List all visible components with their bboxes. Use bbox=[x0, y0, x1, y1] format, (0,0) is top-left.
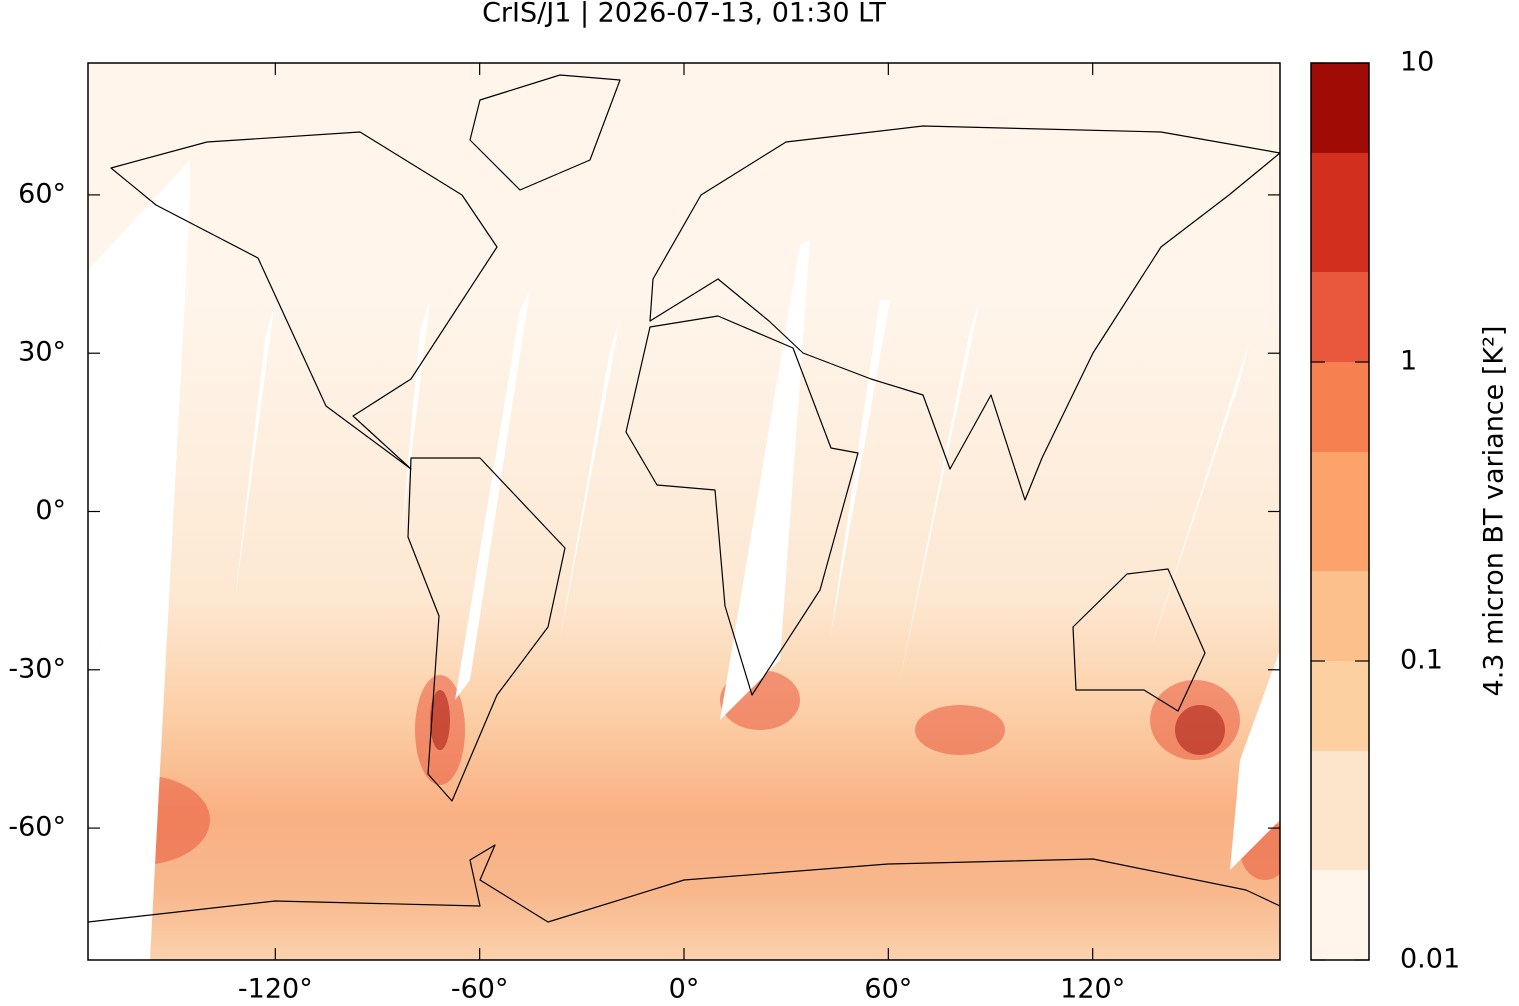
x-tick-label: -60° bbox=[451, 974, 509, 1003]
colorbar-tick-label: 1 bbox=[1400, 346, 1417, 377]
colorbar-tick-label: 0.01 bbox=[1400, 944, 1460, 975]
y-tick-label: -60° bbox=[8, 812, 66, 843]
chart-title: CrIS/J1 | 2026-07-13, 01:30 LT bbox=[482, 0, 886, 29]
colorbar-band bbox=[1311, 452, 1369, 571]
x-tick-label: -120° bbox=[238, 974, 313, 1003]
x-tick-label: 0° bbox=[669, 974, 700, 1003]
x-tick-label: 60° bbox=[864, 974, 912, 1003]
colorbar-band bbox=[1311, 271, 1369, 362]
colorbar-tick-label: 0.1 bbox=[1400, 645, 1443, 676]
colorbar-band bbox=[1311, 63, 1369, 154]
colorbar-band bbox=[1311, 153, 1369, 272]
x-tick-label: 120° bbox=[1060, 974, 1125, 1003]
coastlines bbox=[88, 74, 1280, 923]
y-tick-label: 30° bbox=[18, 337, 66, 368]
y-tick-label: 0° bbox=[35, 495, 66, 526]
y-tick-label: -30° bbox=[8, 653, 66, 684]
variance-peaks bbox=[430, 690, 1225, 755]
colorbar-band bbox=[1311, 570, 1369, 661]
colorbar-band bbox=[1311, 362, 1369, 453]
colorbar-band bbox=[1311, 661, 1369, 752]
southern-shading bbox=[88, 300, 1280, 960]
map-field bbox=[88, 63, 1280, 960]
colorbar-label: 4.3 micron BT variance [K²] bbox=[1479, 326, 1510, 697]
y-tick-label: 60° bbox=[18, 178, 66, 209]
colorbar-band bbox=[1311, 869, 1369, 960]
colorbar-tick-label: 10 bbox=[1400, 47, 1434, 78]
swath-gaps bbox=[88, 160, 1280, 960]
colorbar-band bbox=[1311, 751, 1369, 870]
colorbar-frame bbox=[1310, 62, 1370, 961]
